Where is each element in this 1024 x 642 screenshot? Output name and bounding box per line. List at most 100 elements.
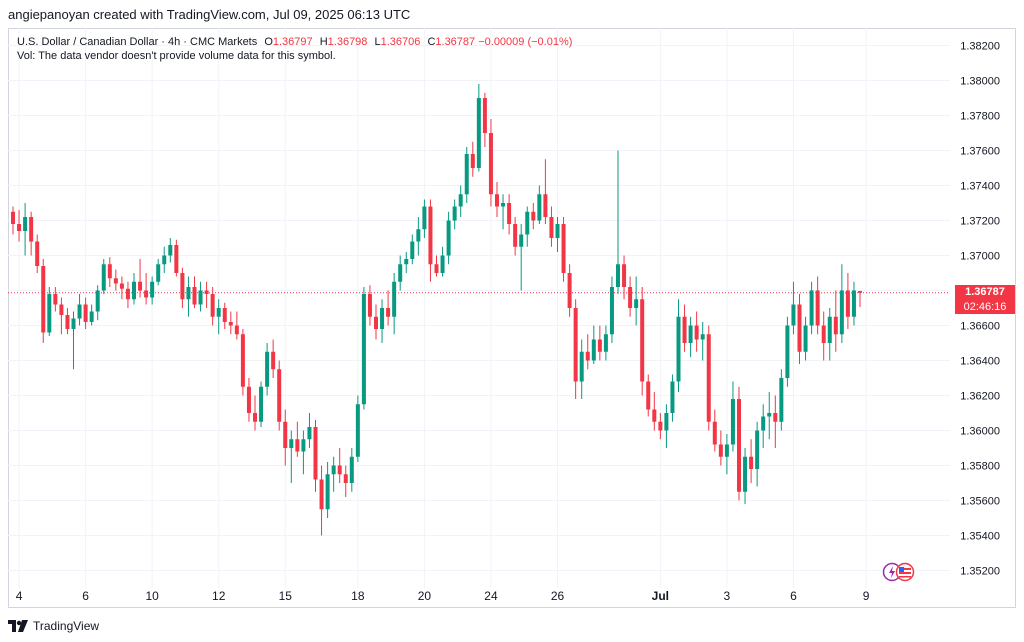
price-tick-label: 1.35400 <box>960 531 1000 543</box>
candle-body <box>700 334 705 340</box>
footer-brand[interactable]: TradingView <box>8 619 99 633</box>
candle-body <box>537 194 542 221</box>
time-tick-label: 9 <box>863 589 870 603</box>
candle-body <box>664 413 669 431</box>
candle-body <box>404 259 409 265</box>
candle-body <box>246 386 251 413</box>
candle-body <box>89 311 94 322</box>
candle-body <box>573 308 578 382</box>
candle-body <box>458 194 463 207</box>
last-price-tag: 1.36787 <box>955 285 1015 300</box>
candle-body <box>174 245 179 273</box>
price-tick-label: 1.37600 <box>960 146 1000 158</box>
candle-body <box>476 98 481 168</box>
event-markers[interactable] <box>882 561 922 583</box>
candle-body <box>319 479 324 510</box>
candle-body <box>634 299 639 308</box>
candle-body <box>452 206 457 221</box>
candle-body <box>119 283 124 289</box>
candle-body <box>265 351 270 387</box>
candle-body <box>283 421 288 448</box>
candle-body <box>271 351 276 370</box>
candle-body <box>555 224 560 238</box>
legend-symbol: U.S. Dollar / Canadian Dollar · 4h · CMC… <box>17 36 258 48</box>
time-tick-label: 15 <box>279 589 293 603</box>
time-tick-label: 6 <box>82 589 89 603</box>
candle-body <box>749 456 754 469</box>
candle-body <box>198 290 203 305</box>
candle-body <box>839 290 844 335</box>
candle-body <box>253 413 257 422</box>
candle-body <box>482 98 487 133</box>
candle-body <box>525 211 530 235</box>
time-tick-label: 10 <box>145 589 159 603</box>
chart-legend: U.S. Dollar / Canadian Dollar · 4h · CMC… <box>17 34 572 50</box>
price-tick-label: 1.35800 <box>960 461 1000 473</box>
candle-body <box>737 399 741 492</box>
candle-body <box>367 294 372 317</box>
candle-body <box>313 427 318 480</box>
candle-body <box>138 281 143 291</box>
candle-body <box>343 474 348 483</box>
time-tick-label: 24 <box>484 589 498 603</box>
candle-body <box>162 255 167 265</box>
time-tick-label: 3 <box>724 589 731 603</box>
candle-body <box>210 294 215 317</box>
candle-body <box>785 325 790 378</box>
candle-body <box>234 325 239 335</box>
candle-body <box>35 241 40 266</box>
candle-body <box>845 290 850 317</box>
candle-body <box>156 264 161 282</box>
candle-body <box>361 294 366 405</box>
candle-body <box>349 456 354 483</box>
candle-body <box>307 427 312 440</box>
candle-body <box>724 444 729 457</box>
volume-note: Vol: The data vendor doesn't provide vol… <box>17 50 336 62</box>
candle-body <box>531 211 536 221</box>
price-tick-label: 1.37000 <box>960 251 1000 263</box>
candle-body <box>41 266 46 333</box>
time-tick-label: 12 <box>212 589 226 603</box>
candle-body <box>561 224 566 273</box>
price-tick-label: 1.36000 <box>960 426 1000 438</box>
candle-body <box>579 351 584 382</box>
legend-change: −0.00009 (−0.01%) <box>478 36 573 48</box>
candle-body <box>591 339 596 361</box>
time-tick-label: 18 <box>351 589 365 603</box>
candle-body <box>65 315 70 329</box>
time-axis: 4 6 10 12 15 18 20 24 26 Jul 3 6 9 <box>16 589 870 603</box>
candle-body <box>47 294 52 333</box>
candle-body <box>761 416 766 431</box>
candle-body <box>609 287 614 335</box>
price-tick-label: 1.37200 <box>960 216 1000 228</box>
candle-body <box>95 290 100 312</box>
candle-body <box>682 316 687 343</box>
candle-body <box>216 308 221 317</box>
candle-body <box>71 318 76 329</box>
candle-body <box>658 421 663 431</box>
candle-body <box>815 290 820 326</box>
candle-body <box>17 224 22 231</box>
candle-body <box>519 234 524 247</box>
candles <box>11 84 862 536</box>
candle-body <box>150 281 155 298</box>
grid-lines <box>8 28 950 588</box>
candle-body <box>446 220 451 256</box>
chart-frame <box>8 28 1016 608</box>
candle-body <box>821 325 826 343</box>
candle-body <box>712 421 717 445</box>
candle-body <box>77 304 82 319</box>
price-tick-label: 1.35200 <box>960 566 1000 578</box>
candle-body <box>186 287 191 300</box>
candle-body <box>422 206 427 230</box>
candle-body <box>501 203 506 207</box>
candle-body <box>779 378 784 422</box>
candle-body <box>797 304 802 352</box>
candle-body <box>851 290 856 317</box>
candle-body <box>11 211 15 224</box>
candle-body <box>513 224 518 247</box>
candle-body <box>803 325 808 352</box>
candle-body <box>464 154 469 195</box>
candle-body <box>331 465 336 475</box>
